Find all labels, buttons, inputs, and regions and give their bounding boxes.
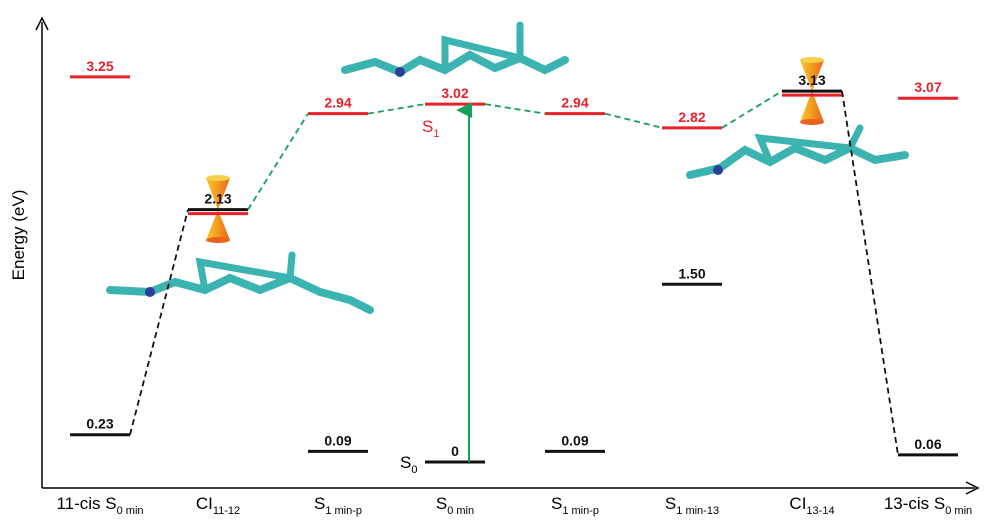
x-label-main: 13-cis S — [884, 494, 945, 513]
x-label: CI11-12 — [196, 494, 240, 517]
x-label-main: CI — [196, 494, 213, 513]
molecule — [110, 255, 370, 310]
connector — [722, 91, 782, 128]
x-label: 13-cis S0 min — [884, 494, 972, 517]
state-label: S1 — [422, 117, 439, 140]
x-label-main: S — [665, 494, 676, 513]
connector — [605, 114, 662, 128]
molecule — [690, 128, 905, 175]
energy-label: 2.82 — [678, 109, 705, 125]
energy-label: 1.50 — [678, 265, 705, 281]
x-label: S1 min-p — [314, 494, 362, 517]
x-label-sub: 0 min — [945, 505, 972, 517]
energy-label: 3.13 — [798, 72, 825, 88]
x-label: S1 min-13 — [665, 494, 719, 517]
energy-label: 0.06 — [914, 436, 941, 452]
x-label-sub: 13-14 — [806, 505, 834, 517]
energy-label: 3.07 — [914, 79, 941, 95]
connector — [130, 210, 188, 435]
energy-label: 3.25 — [86, 58, 113, 74]
connector — [248, 114, 308, 210]
energy-diagram: Energy (eV) 11-cis S0 min3.250.23CI11-12… — [0, 0, 988, 525]
x-label: 11-cis S0 min — [56, 494, 143, 517]
energy-label: 0.23 — [86, 416, 113, 432]
energy-label: 0.09 — [324, 432, 351, 448]
x-label-main: S — [551, 494, 562, 513]
axis-label: Energy (eV) — [9, 190, 28, 281]
connector — [368, 104, 425, 113]
state-label-sub: 1 — [433, 128, 439, 140]
state-label: S0 — [400, 453, 417, 476]
x-label-main: S — [314, 494, 325, 513]
energy-label: 3.02 — [441, 85, 468, 101]
energy-label: 2.13 — [204, 191, 231, 207]
molecule — [345, 25, 565, 77]
x-label-main: CI — [789, 494, 806, 513]
energy-label: 0 — [451, 443, 459, 459]
state-label-main: S — [422, 117, 433, 136]
x-label: S0 min — [436, 494, 474, 517]
x-label-sub: 1 min-p — [325, 505, 362, 517]
x-label-sub: 0 min — [447, 505, 474, 517]
x-label-main: 11-cis S — [56, 494, 116, 513]
connector — [842, 91, 898, 455]
x-label-sub: 1 min-13 — [676, 505, 719, 517]
x-label: CI13-14 — [789, 494, 834, 517]
x-label-sub: 1 min-p — [562, 505, 599, 517]
x-label: S1 min-p — [551, 494, 599, 517]
energy-label: 2.94 — [324, 95, 351, 111]
x-label-sub: 11-12 — [213, 505, 240, 517]
energy-label: 2.94 — [561, 95, 588, 111]
energy-label: 0.09 — [561, 432, 588, 448]
x-label-sub: 0 min — [117, 505, 144, 517]
x-label-main: S — [436, 494, 447, 513]
connector — [485, 104, 545, 113]
state-label-main: S — [400, 453, 411, 472]
state-label-sub: 0 — [411, 464, 417, 476]
